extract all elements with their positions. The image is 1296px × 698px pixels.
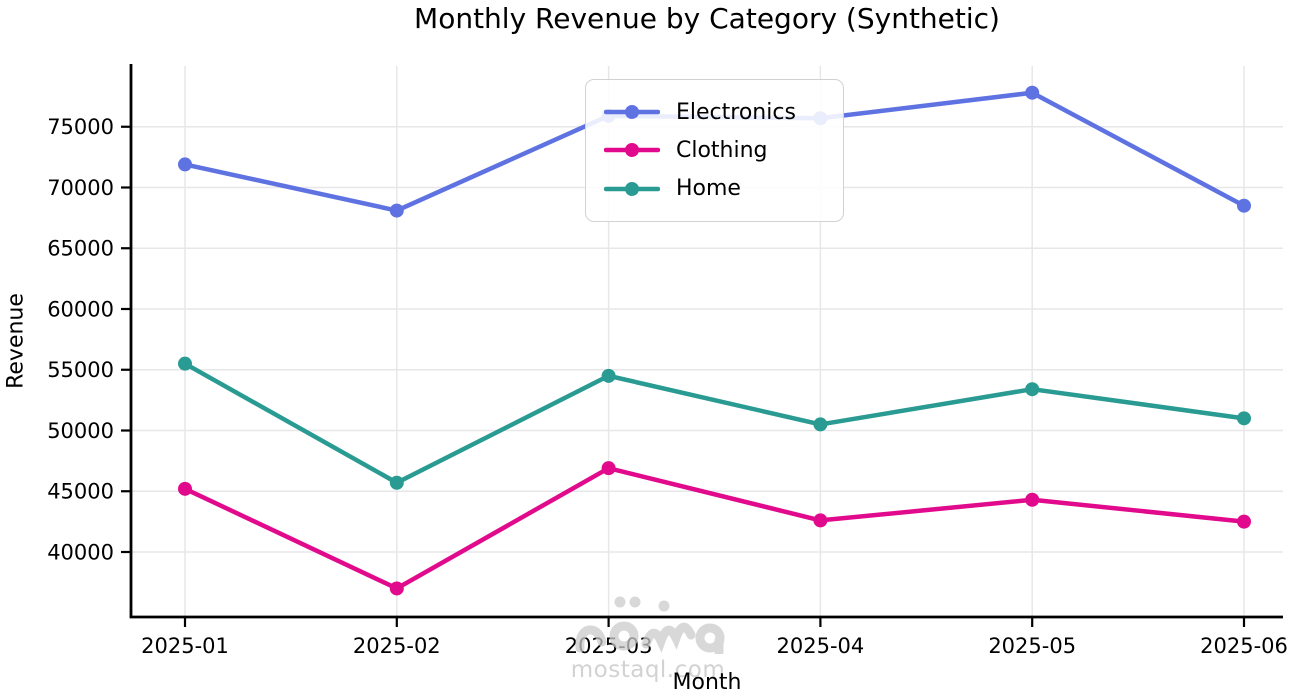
legend-swatch-dot	[625, 143, 639, 158]
watermark-stroke	[575, 625, 607, 653]
legend-swatch-dot	[625, 105, 639, 120]
watermark-dot	[629, 596, 641, 608]
x-tick-label: 2025-01	[141, 634, 229, 658]
data-point-home	[389, 475, 404, 490]
watermark-dot	[658, 600, 670, 612]
data-point-electronics	[178, 157, 192, 172]
x-tick-label: 2025-02	[353, 634, 441, 658]
data-point-home	[1237, 411, 1251, 426]
legend-item-electronics: Electronics	[604, 100, 825, 125]
data-point-clothing	[1025, 492, 1040, 507]
data-point-clothing	[601, 461, 616, 476]
data-point-clothing	[178, 481, 192, 496]
legend-label: Home	[676, 176, 741, 202]
legend: Electronics Clothing Home	[585, 79, 844, 222]
data-point-home	[813, 417, 828, 432]
chart-title: Monthly Revenue by Category (Synthetic)	[414, 2, 1000, 35]
data-point-clothing	[389, 581, 404, 596]
series-line-home	[182, 361, 1247, 485]
x-tick-label: 2025-06	[1200, 634, 1288, 658]
legend-swatch-home	[604, 181, 660, 196]
y-tick-label: 65000	[47, 237, 114, 261]
legend-item-home: Home	[604, 176, 825, 201]
y-tick-label: 75000	[47, 115, 114, 139]
watermark-dot	[614, 596, 626, 608]
data-point-clothing	[813, 513, 828, 528]
data-point-electronics	[389, 203, 404, 218]
y-tick-label: 40000	[47, 540, 114, 564]
y-tick-label: 55000	[47, 358, 114, 382]
y-tick-label: 60000	[47, 297, 114, 321]
legend-swatch-dot	[625, 181, 639, 196]
watermark-ring	[609, 621, 639, 651]
y-tick-label: 45000	[47, 480, 114, 504]
series-line-clothing	[182, 465, 1247, 591]
data-point-electronics	[1025, 85, 1040, 100]
y-tick-label: 70000	[47, 176, 114, 200]
legend-item-clothing: Clothing	[604, 138, 825, 163]
x-axis-label: Month	[672, 670, 742, 695]
data-point-home	[1025, 382, 1040, 397]
x-tick-label: 2025-04	[777, 634, 865, 658]
y-axis-label: Revenue	[3, 293, 29, 389]
data-point-home	[178, 356, 192, 371]
watermark-stroke	[641, 622, 696, 653]
y-tick-label: 50000	[47, 419, 114, 443]
legend-label: Clothing	[676, 137, 768, 163]
watermark-domain: mostaql.com	[570, 657, 726, 683]
legend-swatch-electronics	[604, 105, 660, 120]
watermark-logo-icon	[575, 596, 725, 654]
x-tick-label: 2025-05	[988, 634, 1076, 658]
data-point-clothing	[1237, 514, 1251, 529]
legend-swatch-clothing	[604, 143, 660, 158]
data-point-home	[601, 368, 616, 383]
legend-label: Electronics	[676, 99, 796, 125]
data-point-electronics	[1237, 198, 1251, 213]
